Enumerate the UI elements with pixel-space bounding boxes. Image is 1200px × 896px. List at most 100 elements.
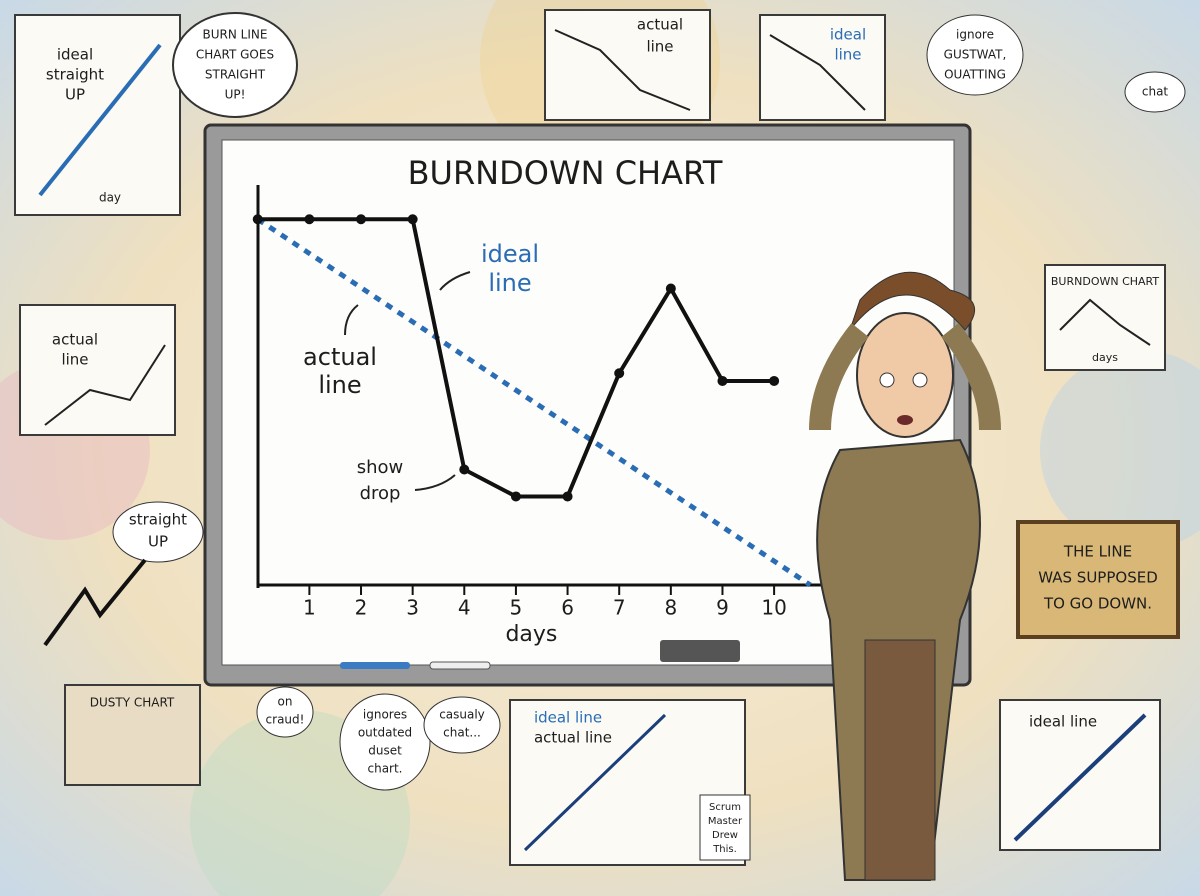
data-point: [665, 283, 676, 294]
note: ignore: [956, 28, 994, 42]
speech-bubble: [423, 696, 501, 754]
note: casualy: [439, 708, 485, 722]
frustrated-man: [809, 271, 1001, 881]
note: line: [834, 46, 861, 64]
data-point: [717, 375, 728, 386]
data-point: [252, 214, 263, 225]
data-point: [510, 491, 521, 502]
x-tick-label: 10: [761, 596, 786, 620]
annotation: actual: [303, 343, 377, 371]
chart-title: BURNDOWN CHART: [408, 154, 723, 192]
note: GUSTWAT,: [944, 48, 1007, 62]
doodle-line: [43, 558, 147, 647]
arrow: [344, 304, 359, 336]
note: line: [61, 351, 88, 369]
x-tick-label: 5: [510, 596, 523, 620]
data-point: [356, 214, 367, 225]
series-line: [256, 217, 812, 588]
panel: [544, 9, 711, 121]
panel: [64, 684, 201, 786]
note: BURN LINE: [203, 28, 268, 42]
note: BURNDOWN CHART: [1051, 275, 1160, 288]
speech-bubble: [256, 686, 314, 738]
sign: [699, 794, 751, 861]
note: ignores: [363, 708, 407, 722]
annotation: line: [488, 269, 531, 297]
note: This.: [712, 844, 737, 855]
speech-bubble: [339, 693, 431, 791]
note: UP: [65, 86, 85, 104]
annotation: show: [357, 457, 404, 478]
speech-bubble: [1124, 71, 1186, 113]
speech-bubble: [112, 501, 204, 563]
arrow: [414, 474, 456, 491]
arrow: [439, 271, 471, 291]
x-tick-label: 9: [716, 596, 729, 620]
panel: [14, 14, 181, 216]
note: ideal line: [534, 709, 602, 727]
x-axis-label: days: [505, 622, 557, 647]
x-tick-label: 6: [561, 596, 574, 620]
note: actual line: [534, 729, 612, 747]
note: chat...: [443, 726, 481, 740]
data-point: [459, 464, 470, 475]
note: actual: [52, 331, 98, 349]
note: straight: [46, 66, 104, 84]
note: ideal: [830, 26, 866, 44]
note: OUATTING: [944, 68, 1006, 82]
note: duset: [368, 744, 402, 758]
note: STRAIGHT: [205, 68, 266, 82]
doodle-line: [44, 344, 166, 426]
note: Drew: [712, 830, 738, 841]
sign: [1016, 520, 1180, 639]
paint-blot: [1040, 350, 1200, 550]
eraser: [660, 640, 740, 662]
doodle-line: [523, 713, 667, 852]
note: actual: [637, 16, 683, 34]
data-point: [769, 375, 780, 386]
plot: 1 2 3 4 5 6 7 8 9 10 days: [252, 185, 822, 647]
doodle-line: [554, 29, 691, 111]
note: Master: [708, 816, 743, 827]
note: line: [646, 38, 673, 56]
x-tick-label: 4: [458, 596, 471, 620]
note: craud!: [266, 713, 305, 727]
doodle-line: [1013, 713, 1147, 842]
note: UP!: [225, 88, 246, 102]
data-point: [304, 214, 315, 225]
marker: [340, 662, 410, 669]
speech-bubble: [926, 14, 1024, 96]
data-point: [562, 491, 573, 502]
note: THE LINE: [1063, 543, 1132, 561]
note: straight: [129, 511, 187, 529]
note: chat: [1142, 85, 1169, 99]
note: chart.: [367, 762, 402, 776]
note: UP: [148, 533, 168, 551]
note: days: [1092, 351, 1118, 364]
note: WAS SUPPOSED: [1038, 569, 1158, 587]
x-tick-label: 1: [303, 596, 316, 620]
doodle-line: [769, 34, 866, 111]
annotation: ideal: [481, 240, 539, 268]
x-tick-label: 2: [355, 596, 368, 620]
note: TO GO DOWN.: [1043, 595, 1152, 613]
note: DUSTY CHART: [90, 696, 175, 710]
panel: [1044, 264, 1166, 371]
data-point: [407, 214, 418, 225]
x-tick-label: 8: [664, 596, 677, 620]
note: outdated: [358, 726, 412, 740]
annotation: line: [318, 371, 361, 399]
panel: [19, 304, 176, 436]
data-point: [614, 368, 625, 379]
x-tick-label: 3: [406, 596, 419, 620]
doodle-line: [1059, 298, 1151, 346]
doodle-line: [38, 43, 162, 197]
note: ideal line: [1029, 713, 1097, 731]
marker: [429, 661, 491, 670]
x-tick-label: 7: [613, 596, 626, 620]
annotation: drop: [360, 483, 401, 504]
note: on: [278, 695, 293, 709]
note: day: [99, 191, 121, 205]
note: CHART GOES: [196, 48, 274, 62]
